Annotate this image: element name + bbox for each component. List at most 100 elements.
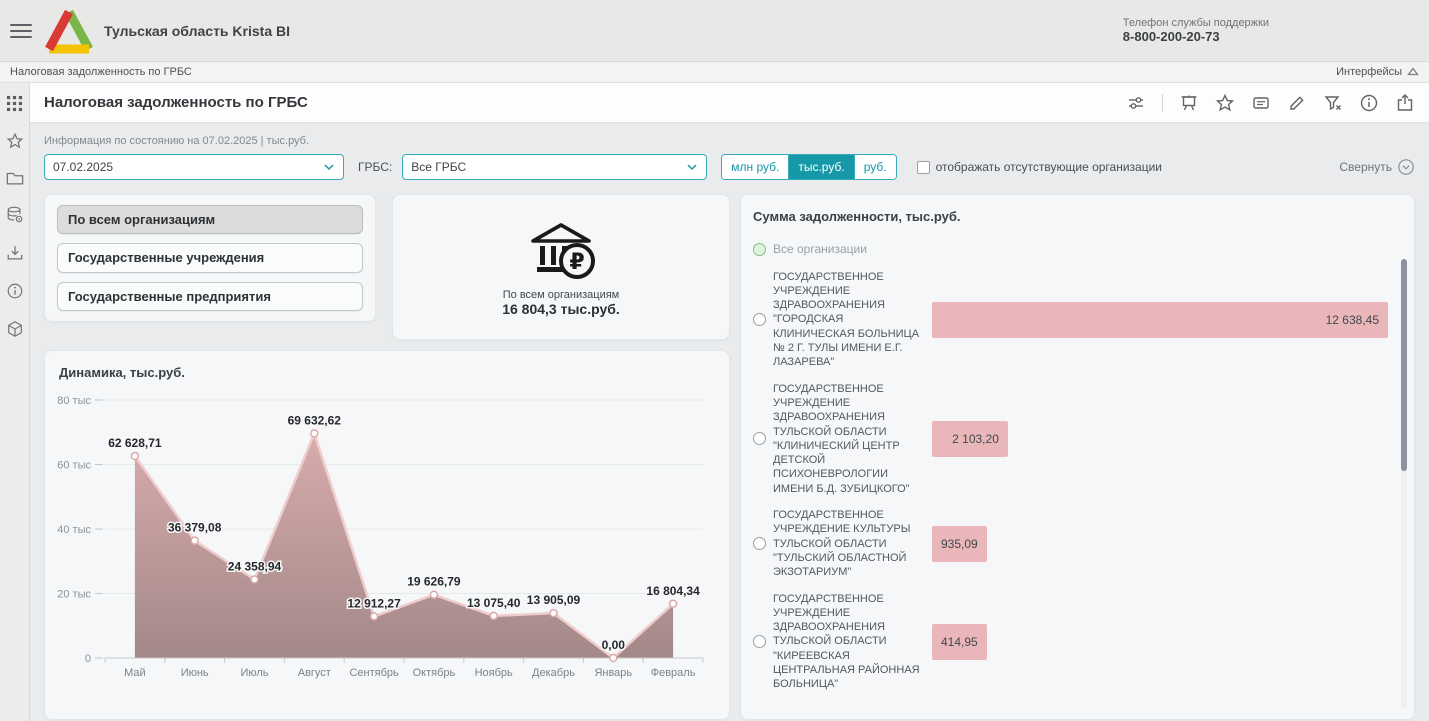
- svg-text:13 905,09: 13 905,09: [527, 593, 581, 607]
- dynamics-area-chart[interactable]: 80 тыс 60 тыс 40 тыс 20 тыс 0 Май Июнь Июль Авгу…: [57, 382, 713, 694]
- show-missing-orgs-checkbox[interactable]: отображать отсутствующие организации: [916, 160, 1163, 174]
- chevron-up-icon: [1407, 67, 1419, 76]
- chart-title: Динамика, тыс.руб.: [59, 365, 185, 380]
- cube-icon[interactable]: [6, 320, 24, 338]
- settings-sliders-icon[interactable]: [1126, 93, 1146, 113]
- svg-text:12 912,27: 12 912,27: [347, 596, 401, 610]
- info-icon[interactable]: [6, 282, 24, 300]
- svg-text:60 тыс: 60 тыс: [57, 460, 91, 472]
- info-icon[interactable]: [1359, 93, 1379, 113]
- svg-text:Октябрь: Октябрь: [413, 667, 456, 679]
- svg-text:20 тыс: 20 тыс: [57, 589, 91, 601]
- svg-text:Январь: Январь: [594, 667, 632, 679]
- bank-ruble-icon: ₽: [531, 223, 595, 279]
- edit-pencil-icon[interactable]: [1287, 93, 1307, 113]
- collapse-button[interactable]: Свернуть: [1339, 158, 1415, 176]
- collapse-label: Свернуть: [1339, 160, 1392, 174]
- category-button-state-enterprises[interactable]: Государственные предприятия: [57, 281, 363, 311]
- favorites-star-icon[interactable]: [6, 132, 24, 150]
- page-title: Налоговая задолженность по ГРБС: [44, 94, 308, 111]
- export-share-icon[interactable]: [1395, 93, 1415, 113]
- svg-text:₽: ₽: [569, 250, 584, 275]
- interfaces-label: Интерфейсы: [1336, 66, 1402, 78]
- debt-value: 935,09: [941, 536, 978, 551]
- download-icon[interactable]: [6, 244, 24, 262]
- debt-item-all-organizations: Все организации: [753, 242, 1402, 258]
- debt-list: Все организации ГОСУДАРСТВЕННОЕ УЧРЕЖДЕНИ…: [753, 242, 1402, 702]
- svg-text:36 379,08: 36 379,08: [168, 521, 222, 535]
- scrollbar-track[interactable]: [1401, 259, 1407, 709]
- interfaces-toggle[interactable]: Интерфейсы: [1336, 66, 1419, 78]
- collapse-chevron-icon: [1398, 159, 1414, 175]
- left-sidebar: [0, 83, 30, 721]
- scrollbar-thumb[interactable]: [1401, 259, 1407, 471]
- svg-text:Сентябрь: Сентябрь: [349, 667, 399, 679]
- debt-list-item: ГОСУДАРСТВЕННОЕ УЧРЕЖДЕНИЕ ЗДРАВООХРАНЕН…: [753, 382, 1402, 496]
- svg-text:80 тыс: 80 тыс: [57, 395, 91, 407]
- debt-bar-zone: 935,09: [932, 525, 1402, 562]
- category-button-state-institutions[interactable]: Государственные учреждения: [57, 243, 363, 273]
- date-select[interactable]: 07.02.2025: [44, 154, 344, 180]
- org-label: Все организации: [773, 242, 867, 256]
- hamburger-menu-icon[interactable]: [10, 23, 32, 38]
- folder-icon[interactable]: [6, 170, 24, 186]
- presentation-board-icon[interactable]: [1179, 93, 1199, 113]
- checkbox-label: отображать отсутствующие организации: [935, 160, 1163, 174]
- svg-text:16 804,34: 16 804,34: [646, 584, 700, 598]
- debt-list-item: ГОСУДАРСТВЕННОЕ УЧРЕЖДЕНИЕ КУЛЬТУРЫ ТУЛЬ…: [753, 508, 1402, 579]
- svg-text:62 628,71: 62 628,71: [108, 436, 162, 450]
- grbs-label: ГРБС:: [358, 160, 393, 174]
- database-settings-icon[interactable]: [6, 206, 24, 224]
- radio-button[interactable]: [753, 537, 766, 551]
- debt-sum-panel: Сумма задолженности, тыс.руб. Все органи…: [740, 194, 1415, 720]
- comments-icon[interactable]: [1251, 93, 1271, 113]
- debt-bar[interactable]: 935,09: [932, 525, 987, 562]
- dashboard-toolbar: [1126, 93, 1415, 113]
- debt-list-item: ГОСУДАРСТВЕННОЕ УЧРЕЖДЕНИЕ ЗДРАВООХРАНЕН…: [753, 592, 1402, 692]
- favorite-star-icon[interactable]: [1215, 93, 1235, 113]
- clear-filter-icon[interactable]: [1323, 93, 1343, 113]
- radio-button[interactable]: [753, 432, 766, 446]
- debt-value: 12 638,45: [1325, 312, 1379, 327]
- debt-bar[interactable]: 414,95: [932, 623, 987, 660]
- debt-bar[interactable]: 2 103,20: [932, 420, 1008, 457]
- debt-list-item: ГОСУДАРСТВЕННОЕ УЧРЕЖДЕНИЕ ЗДРАВООХРАНЕН…: [753, 270, 1402, 370]
- status-line: Информация по состоянию на 07.02.2025 | …: [44, 135, 310, 147]
- krista-logo-icon: [45, 9, 93, 53]
- chevron-down-icon: [324, 164, 334, 171]
- debt-panel-title: Сумма задолженности, тыс.руб.: [753, 209, 961, 224]
- breadcrumb-bar: Налоговая задолженность по ГРБС Интерфей…: [0, 62, 1429, 83]
- org-label: ГОСУДАРСТВЕННОЕ УЧРЕЖДЕНИЕ ЗДРАВООХРАНЕН…: [773, 382, 910, 495]
- unit-button-tys[interactable]: тыс.руб.: [789, 155, 855, 179]
- debt-bar[interactable]: 12 638,45: [932, 301, 1388, 338]
- svg-text:0: 0: [85, 653, 91, 665]
- org-label: ГОСУДАРСТВЕННОЕ УЧРЕЖДЕНИЕ КУЛЬТУРЫ ТУЛЬ…: [773, 509, 911, 579]
- unit-button-rub[interactable]: руб.: [854, 155, 896, 179]
- support-label: Телефон службы поддержки: [1122, 17, 1269, 29]
- unit-button-mln[interactable]: млн руб.: [722, 155, 790, 179]
- debt-value: 2 103,20: [952, 431, 999, 446]
- chevron-down-icon: [687, 164, 697, 171]
- filters-row: 07.02.2025 ГРБС: Все ГРБС млн руб. тыс.р…: [44, 154, 1415, 180]
- radio-button[interactable]: [753, 243, 766, 257]
- checkbox-box[interactable]: [916, 160, 930, 174]
- dashboard-header: Налоговая задолженность по ГРБС: [30, 83, 1429, 123]
- radio-button[interactable]: [753, 313, 766, 327]
- debt-bar-zone: 12 638,45: [932, 301, 1402, 338]
- summary-caption: По всем организациям: [502, 289, 620, 301]
- svg-text:40 тыс: 40 тыс: [57, 524, 91, 536]
- svg-text:Ноябрь: Ноябрь: [475, 667, 513, 679]
- category-button-all-orgs[interactable]: По всем организациям: [57, 205, 363, 235]
- grbs-select[interactable]: Все ГРБС: [402, 154, 708, 180]
- category-panel: По всем организациям Государственные учр…: [44, 194, 376, 322]
- apps-grid-icon[interactable]: [6, 95, 23, 112]
- grbs-value: Все ГРБС: [411, 160, 467, 174]
- breadcrumb[interactable]: Налоговая задолженность по ГРБС: [10, 66, 192, 78]
- radio-button[interactable]: [753, 635, 766, 649]
- svg-text:19 626,79: 19 626,79: [407, 575, 461, 589]
- dynamics-chart-panel: Динамика, тыс.руб. 80 тыс 60 тыс 40 тыс 20 …: [44, 350, 730, 720]
- debt-bar-zone: 414,95: [932, 623, 1402, 660]
- app-title: Тульская область Krista BI: [104, 22, 290, 39]
- support-block: Телефон службы поддержки 8-800-200-20-73: [1123, 17, 1269, 44]
- svg-text:Июль: Июль: [240, 667, 268, 679]
